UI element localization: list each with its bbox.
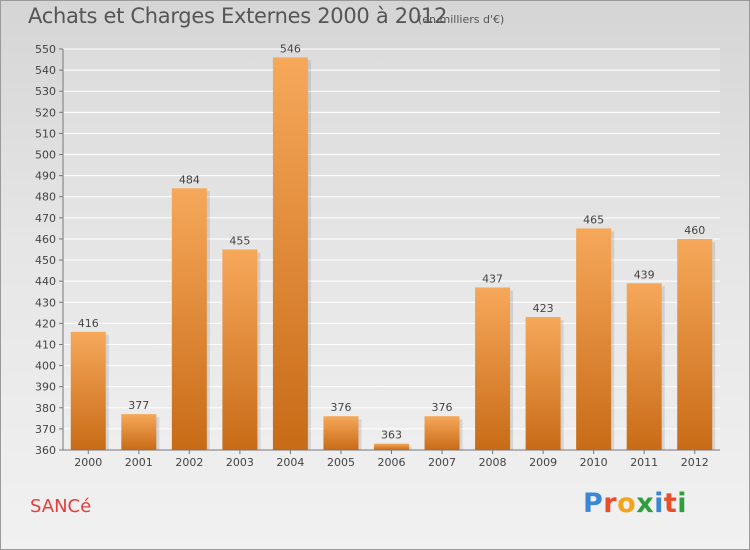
data-label: 363 (381, 429, 402, 442)
brand-letter: i (677, 488, 688, 519)
y-tick-label: 410 (35, 338, 56, 351)
bar (272, 57, 308, 450)
bar (475, 287, 511, 450)
bar (677, 238, 713, 450)
y-tick-label: 540 (35, 64, 56, 77)
chart-subtitle: (en milliers d'€) (418, 13, 505, 26)
x-tick-label: 2008 (479, 456, 507, 469)
brand-letter: x (636, 488, 655, 519)
y-tick-label: 510 (35, 127, 56, 140)
bar (374, 443, 409, 450)
brand-letter: r (603, 488, 618, 519)
data-label: 484 (179, 173, 200, 186)
proxiti-logo: Proxiti (583, 488, 687, 519)
bar (626, 283, 662, 450)
data-label: 376 (432, 401, 453, 414)
bar (323, 416, 359, 450)
chart-title: Achats et Charges Externes 2000 à 2012 (28, 4, 448, 28)
bar (222, 249, 258, 450)
x-tick-label: 2009 (529, 456, 557, 469)
y-tick-label: 400 (35, 360, 56, 373)
plot-area (63, 49, 720, 450)
x-tick-label: 2005 (327, 456, 355, 469)
y-tick-label: 450 (35, 254, 56, 267)
x-tick-label: 2006 (378, 456, 406, 469)
y-tick-label: 380 (35, 402, 56, 415)
bar (70, 331, 106, 450)
bar (424, 416, 460, 450)
y-tick-label: 460 (35, 233, 56, 246)
bar (576, 228, 612, 450)
data-label: 437 (482, 272, 503, 285)
x-tick-label: 2011 (630, 456, 658, 469)
y-tick-label: 490 (35, 170, 56, 183)
brand-letter: P (583, 488, 604, 519)
brand-letter: o (617, 488, 637, 519)
y-tick-label: 440 (35, 275, 56, 288)
bar (171, 188, 207, 450)
bar (121, 414, 157, 450)
data-label: 460 (684, 224, 705, 237)
data-label: 546 (280, 42, 301, 55)
data-label: 377 (128, 399, 149, 412)
x-tick-label: 2010 (580, 456, 608, 469)
x-tick-label: 2002 (175, 456, 203, 469)
data-label: 416 (78, 317, 99, 330)
commune-name: SANCé (30, 496, 92, 517)
data-label: 455 (229, 235, 250, 248)
bar (525, 317, 561, 450)
data-label: 465 (583, 213, 604, 226)
brand-letter: t (663, 488, 678, 519)
x-tick-label: 2004 (276, 456, 304, 469)
brand-letter: i (654, 488, 664, 519)
y-tick-label: 390 (35, 381, 56, 394)
x-tick-label: 2001 (125, 456, 153, 469)
data-label: 376 (330, 401, 351, 414)
y-tick-label: 520 (35, 106, 56, 119)
y-tick-label: 420 (35, 317, 56, 330)
x-tick-label: 2012 (681, 456, 709, 469)
y-tick-label: 360 (35, 444, 56, 457)
y-tick-label: 550 (35, 43, 56, 56)
x-tick-label: 2000 (74, 456, 102, 469)
y-tick-label: 470 (35, 212, 56, 225)
data-label: 439 (634, 268, 655, 281)
y-tick-label: 500 (35, 149, 56, 162)
data-label: 423 (533, 302, 554, 315)
y-tick-label: 430 (35, 296, 56, 309)
x-tick-label: 2007 (428, 456, 456, 469)
y-tick-label: 480 (35, 191, 56, 204)
y-tick-label: 370 (35, 423, 56, 436)
x-tick-label: 2003 (226, 456, 254, 469)
y-tick-label: 530 (35, 85, 56, 98)
